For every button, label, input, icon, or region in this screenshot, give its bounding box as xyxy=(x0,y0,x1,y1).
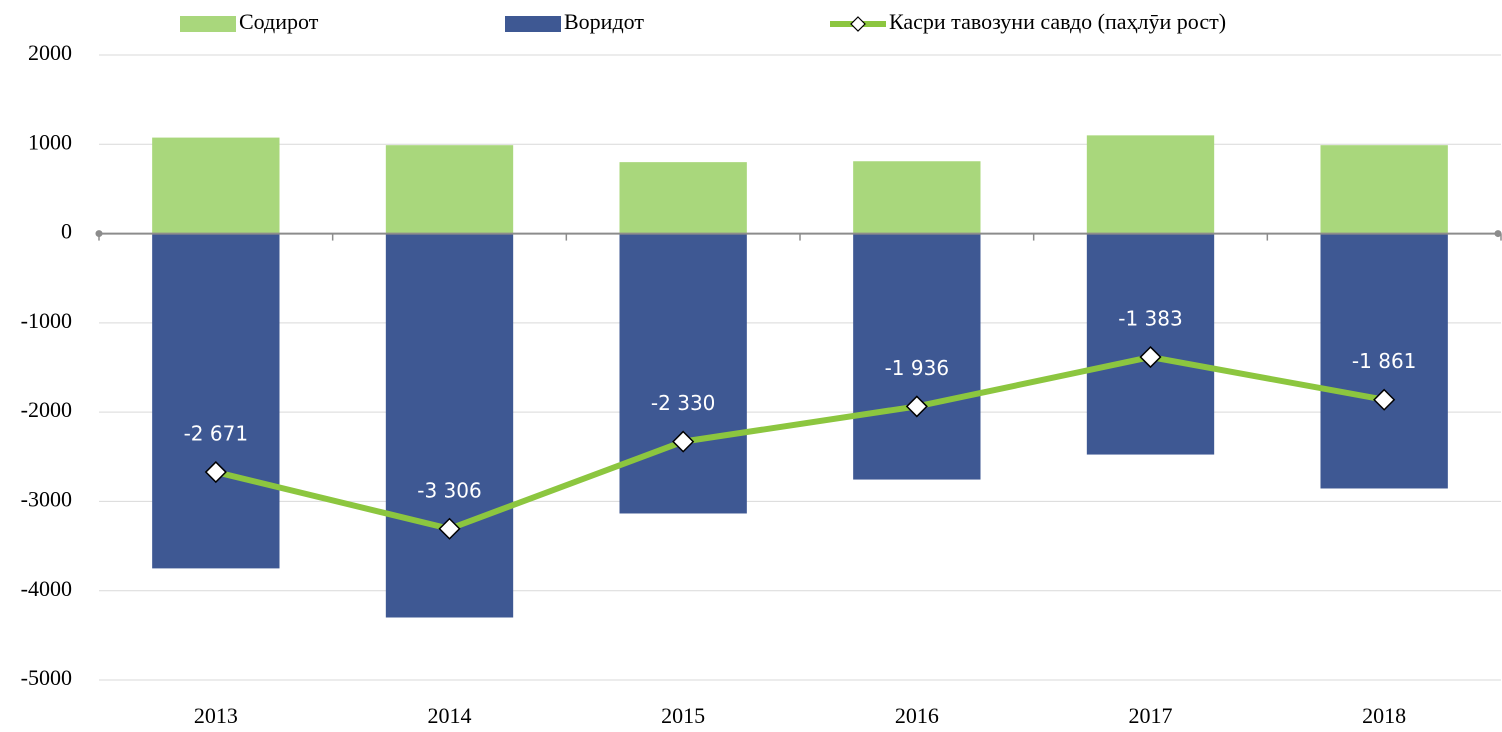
data-label: -3 306 xyxy=(417,478,481,502)
data-label: -1 383 xyxy=(1118,307,1182,331)
y-tick-label: -3000 xyxy=(21,486,72,511)
bar xyxy=(152,233,280,569)
bar xyxy=(853,161,981,234)
x-tick-label: 2016 xyxy=(895,703,939,728)
data-label: -1 936 xyxy=(885,356,949,380)
bar xyxy=(619,162,747,234)
x-tick-label: 2013 xyxy=(194,703,238,728)
bar xyxy=(1320,145,1448,234)
data-label: -2 671 xyxy=(184,422,248,446)
bar xyxy=(1086,135,1215,234)
data-label: -1 861 xyxy=(1352,349,1416,373)
marker xyxy=(672,430,695,453)
y-tick-label: 2000 xyxy=(28,40,72,65)
bar xyxy=(385,233,514,618)
bar xyxy=(619,233,747,514)
y-tick-label: -4000 xyxy=(21,576,72,601)
y-tick-label: -2000 xyxy=(21,397,72,422)
legend-label: Содирот xyxy=(239,9,319,34)
marker xyxy=(1139,345,1162,369)
x-tick-label: 2018 xyxy=(1362,703,1406,728)
y-tick-label: -5000 xyxy=(21,665,72,690)
axis-end xyxy=(1494,230,1502,238)
y-tick-label: 1000 xyxy=(28,129,72,154)
bar xyxy=(385,145,514,234)
legend-swatch xyxy=(180,16,236,32)
y-tick-label: 0 xyxy=(61,219,72,244)
y-tick-label: -1000 xyxy=(21,308,72,333)
bar xyxy=(152,137,280,234)
marker xyxy=(905,395,928,418)
bar xyxy=(1320,233,1448,489)
marker xyxy=(204,460,227,484)
legend-swatch xyxy=(505,16,561,32)
x-tick-label: 2017 xyxy=(1129,703,1173,728)
bar xyxy=(853,233,981,480)
legend-label: Касри тавозуни савдо (паҳлӯи рост) xyxy=(889,9,1226,34)
x-tick-label: 2014 xyxy=(428,703,472,728)
data-label: -2 330 xyxy=(651,391,715,415)
legend-marker xyxy=(850,16,866,32)
bar xyxy=(1086,233,1215,455)
line xyxy=(215,353,1385,532)
legend-label: Воридот xyxy=(564,9,644,34)
x-tick-label: 2015 xyxy=(661,703,705,728)
marker xyxy=(438,517,461,540)
marker xyxy=(1373,388,1396,411)
